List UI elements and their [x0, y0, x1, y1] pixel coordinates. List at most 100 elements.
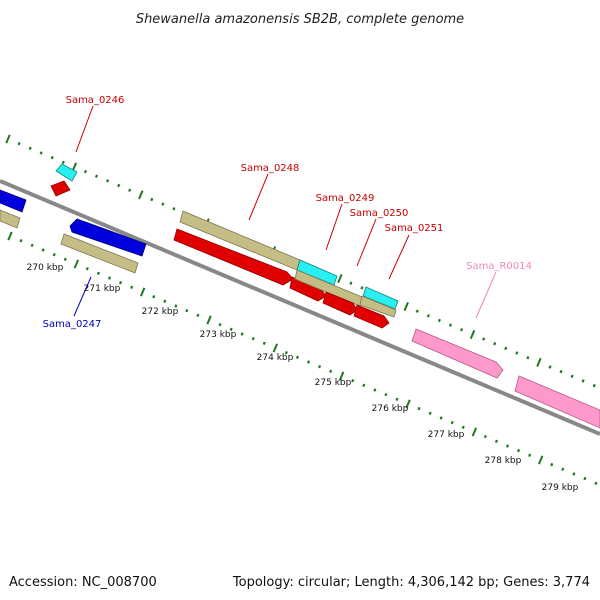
outer-track-minor-tick	[50, 155, 54, 160]
inner-track-minor-tick	[174, 304, 178, 308]
inner-track-minor-tick	[218, 322, 222, 327]
inner-tick-track	[7, 231, 598, 486]
outer-track-major-tick	[403, 301, 409, 311]
gene-label-sama-0251[interactable]: Sama_0251	[385, 223, 444, 234]
inner-track-minor-tick	[561, 467, 565, 472]
outer-track-minor-tick	[592, 383, 596, 388]
gene-label-sama-0250[interactable]: Sama_0250	[350, 208, 409, 219]
inner-track-minor-tick	[41, 248, 45, 252]
inner-track-minor-tick	[262, 341, 266, 346]
inner-track-minor-tick	[461, 425, 465, 430]
leader-sama-0247	[73, 276, 92, 317]
inner-track-major-tick	[338, 371, 345, 381]
gene-sama-r0014-rrna-arrow[interactable]	[411, 328, 504, 379]
gene-label-sama-r0014[interactable]: Sama_R0014	[466, 261, 532, 272]
inner-track-minor-tick	[30, 243, 34, 248]
inner-track-major-tick	[471, 427, 478, 437]
inner-track-minor-tick	[295, 355, 300, 360]
inner-track-minor-tick	[373, 388, 377, 392]
inner-track-minor-tick	[428, 411, 432, 416]
map-title: Shewanella amazonensis SB2B, complete ge…	[136, 12, 464, 27]
inner-track-minor-tick	[130, 285, 134, 290]
outer-track-minor-tick	[28, 146, 32, 151]
outer-track-minor-tick	[172, 207, 176, 211]
inner-track-minor-tick	[317, 364, 322, 369]
kbp-tick-labels: 270 kbp 271 kbp 272 kbp 273 kbp 274 kbp …	[27, 263, 579, 493]
gene-label-sama-0248[interactable]: Sama_0248	[241, 163, 300, 174]
gene-rrna-arrow-right[interactable]	[514, 375, 600, 429]
outer-track-minor-tick	[94, 174, 99, 178]
inner-track-minor-tick	[594, 481, 598, 486]
inner-track-major-tick	[139, 287, 146, 297]
gene-label-sama-0249[interactable]: Sama_0249	[316, 193, 375, 204]
outer-track-minor-tick	[459, 328, 464, 332]
gene-sama-0248-red-arrow[interactable]	[173, 228, 294, 286]
gene-sama-0247-track-block[interactable]	[60, 233, 139, 274]
gene-label-sama-0246[interactable]: Sama_0246	[66, 95, 125, 106]
inner-track-major-tick	[405, 399, 411, 409]
leader-sama-0248	[248, 173, 269, 221]
gene-sama-0250-red-arrow[interactable]	[322, 291, 358, 316]
tick-label-276: 276 kbp	[372, 404, 409, 414]
gene-sama-0246-trna-block[interactable]	[55, 163, 78, 182]
inner-track-minor-tick	[52, 252, 56, 257]
inner-track-major-tick	[272, 343, 279, 353]
feature-layer	[0, 163, 600, 429]
outer-track-minor-tick	[426, 314, 430, 318]
outer-track-minor-tick	[117, 183, 121, 188]
inner-track-minor-tick	[152, 294, 156, 299]
gene-sama-0247-blue-arrow[interactable]	[69, 218, 147, 257]
gene-left-blue-arrow[interactable]	[0, 189, 27, 213]
leader-sama-0250	[356, 218, 377, 267]
inner-track-minor-tick	[583, 476, 587, 481]
gene-sama-0251-trna-block[interactable]	[362, 286, 399, 310]
outer-track-minor-tick	[360, 286, 364, 290]
tick-label-270: 270 kbp	[27, 263, 64, 273]
inner-track-minor-tick	[550, 462, 554, 467]
inner-track-minor-tick	[284, 350, 288, 355]
inner-track-minor-tick	[395, 397, 399, 402]
outer-track-minor-tick	[581, 379, 585, 383]
gene-sama-0246-red-arrow[interactable]	[50, 180, 71, 197]
inner-track-minor-tick	[439, 416, 443, 420]
outer-track-minor-tick	[17, 141, 21, 146]
inner-track-minor-tick	[516, 448, 521, 453]
gene-left-track-block[interactable]	[0, 209, 21, 229]
tick-label-272: 272 kbp	[142, 307, 179, 317]
inner-track-minor-tick	[196, 313, 200, 318]
outer-track-minor-tick	[83, 169, 88, 174]
tick-label-278: 278 kbp	[485, 456, 522, 466]
gene-sama-0251-track-block[interactable]	[359, 295, 397, 318]
outer-track-major-tick	[469, 329, 476, 339]
inner-track-minor-tick	[96, 271, 101, 276]
tick-label-273: 273 kbp	[200, 330, 237, 340]
leader-sama-0249	[325, 203, 343, 251]
outer-track-minor-tick	[515, 351, 519, 355]
gene-label-sama-0247[interactable]: Sama_0247	[43, 319, 102, 330]
outer-track-minor-tick	[105, 179, 110, 183]
outer-track-minor-tick	[493, 342, 497, 346]
leader-sama-0246	[75, 105, 94, 153]
outer-track-minor-tick	[504, 346, 508, 351]
outer-track-major-tick	[138, 190, 144, 200]
inner-track-minor-tick	[118, 280, 123, 285]
outer-track-minor-tick	[61, 160, 65, 164]
inner-track-minor-tick	[572, 472, 576, 476]
outer-track-minor-tick	[150, 197, 154, 202]
outer-track-minor-tick	[128, 188, 132, 192]
outer-track-minor-tick	[437, 318, 441, 323]
inner-track-major-tick	[73, 259, 80, 269]
inner-track-minor-tick	[384, 392, 388, 397]
inner-track-minor-tick	[185, 308, 189, 313]
inner-track-minor-tick	[240, 332, 244, 336]
outer-track-minor-tick	[39, 151, 43, 155]
inner-track-minor-tick	[505, 444, 510, 448]
tick-label-271: 271 kbp	[84, 284, 121, 294]
gene-sama-0251-red-arrow[interactable]	[353, 304, 390, 329]
inner-track-minor-tick	[450, 420, 454, 425]
outer-track-minor-tick	[570, 374, 574, 379]
inner-track-minor-tick	[329, 369, 333, 374]
inner-track-minor-tick	[351, 378, 355, 383]
leader-sama-0251	[388, 234, 410, 280]
